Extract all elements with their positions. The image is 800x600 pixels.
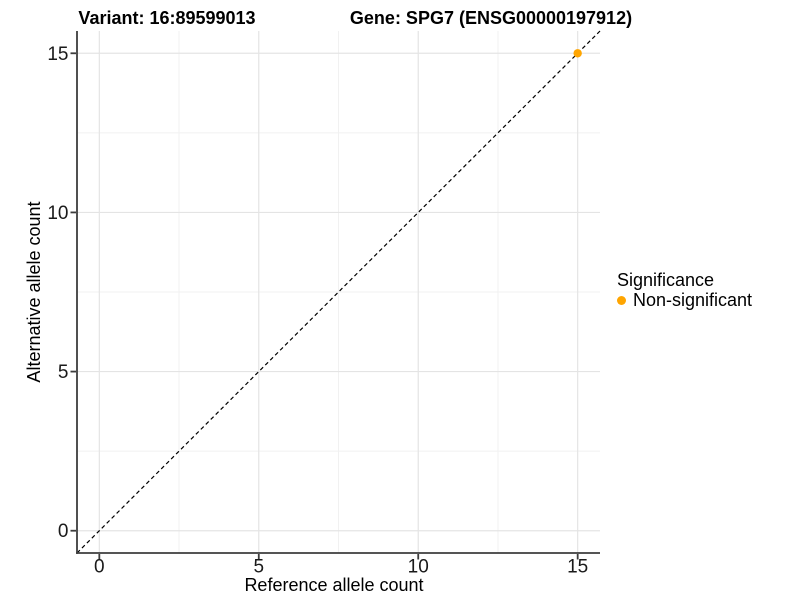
y-tick-label: 10 (47, 203, 68, 224)
y-tick-label: 5 (58, 362, 69, 383)
y-tick-label: 0 (58, 521, 69, 542)
legend-point-icon (617, 296, 626, 305)
x-tick-label: 5 (253, 557, 264, 578)
legend-item: Non-significant (616, 290, 752, 311)
plot-title-variant: Variant: 16:89599013 (78, 8, 256, 28)
x-tick-label: 0 (94, 557, 105, 578)
legend-title: Significance (617, 270, 715, 290)
x-axis-title: Reference allele count (244, 575, 424, 595)
legend: Significance Non-significant (616, 270, 752, 311)
data-point (573, 49, 582, 58)
y-tick-label: 15 (47, 44, 68, 65)
x-tick-label: 15 (567, 557, 588, 578)
legend-item-label: Non-significant (633, 290, 753, 310)
x-tick-label: 10 (408, 557, 429, 578)
plot-title-gene: Gene: SPG7 (ENSG00000197912) (349, 8, 633, 28)
y-axis-title: Alternative allele count (24, 201, 44, 383)
